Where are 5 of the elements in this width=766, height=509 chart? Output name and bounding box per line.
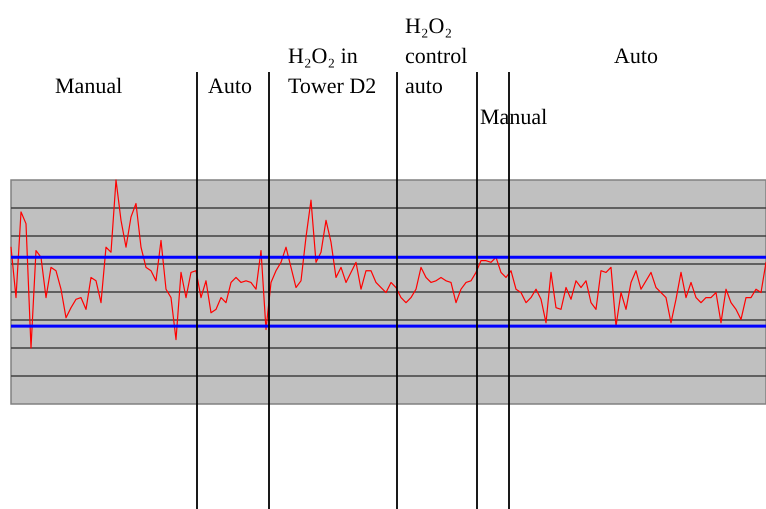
text: H₂O₂ in Tower D2 [288, 43, 376, 98]
text: Auto [208, 73, 252, 98]
text: Manual [55, 73, 122, 98]
text: Auto [614, 43, 658, 68]
text: H₂O₂ control auto [405, 13, 468, 98]
